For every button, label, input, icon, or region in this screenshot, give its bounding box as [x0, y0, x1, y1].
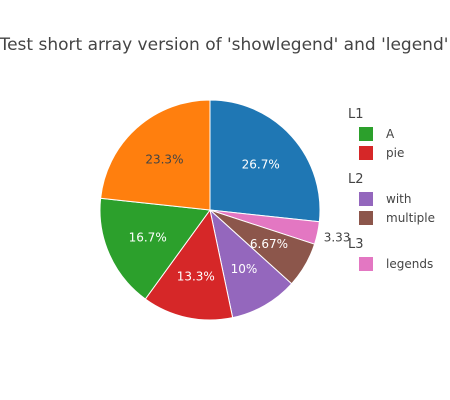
legend-group-title: L2	[348, 172, 364, 187]
legend-item-label[interactable]: with	[386, 192, 411, 206]
legend-swatch[interactable]	[359, 146, 373, 160]
legend-group-title: L3	[348, 237, 364, 252]
pie-slice-label: 10%	[231, 262, 258, 276]
pie-slice[interactable]	[144, 208, 234, 321]
pie-slice[interactable]	[209, 99, 321, 223]
chart-title: Test short array version of 'showlegend'…	[0, 35, 448, 55]
legend-item-label[interactable]: multiple	[386, 211, 435, 225]
legend-swatch[interactable]	[359, 192, 373, 206]
legend-item-label[interactable]: pie	[386, 146, 404, 160]
pie-slice-label: 23.3%	[145, 152, 183, 166]
legend-swatch[interactable]	[359, 257, 373, 271]
legend-swatch[interactable]	[359, 127, 373, 141]
pie-slice[interactable]	[100, 99, 211, 211]
pie-slice-labels: 26.7% 3.33 6.67% 10% 13.3% 16.7% 23.3%	[129, 152, 351, 283]
pie-slice-label: 3.33	[324, 230, 351, 244]
pie-slices	[99, 99, 321, 321]
pie-slice-label: 16.7%	[129, 231, 167, 245]
pie-slice-label: 26.7%	[242, 157, 280, 171]
pie-slice-label: 6.67%	[250, 237, 288, 251]
legend-item-label[interactable]: legends	[386, 257, 433, 271]
pie-slice-label: 13.3%	[177, 270, 215, 284]
legend-group-title: L1	[348, 107, 364, 122]
legend-item-label[interactable]: A	[386, 127, 395, 141]
legend-swatch[interactable]	[359, 211, 373, 225]
pie-slice[interactable]	[99, 197, 211, 300]
